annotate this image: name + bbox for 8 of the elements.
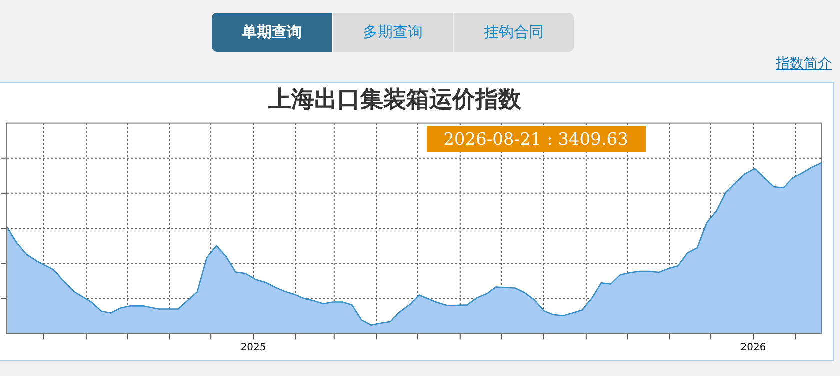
text: 多期查询 [333,13,453,52]
text: 指数简介 [776,55,832,73]
text: 单期查询 [212,13,332,52]
chart-title: 上海出口集装箱运价指数 [268,86,522,113]
text: 2026-08-21 : 3409.63 [444,130,628,150]
x-tick-label: 2025 [240,342,266,354]
text: 挂钩合同 [454,13,574,52]
x-tick-label: 2026 [740,342,766,354]
